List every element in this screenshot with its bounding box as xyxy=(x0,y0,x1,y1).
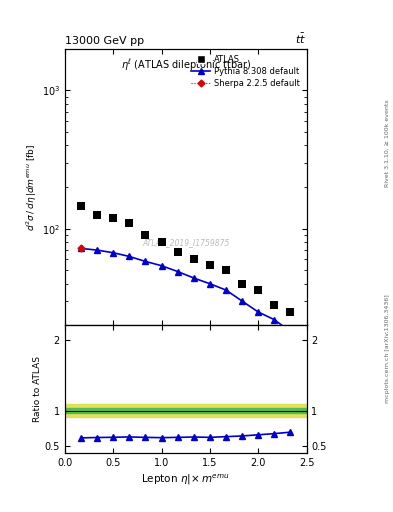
Point xyxy=(239,280,245,288)
Text: $t\bar{t}$: $t\bar{t}$ xyxy=(296,32,307,47)
Text: ATLAS_2019_I1759875: ATLAS_2019_I1759875 xyxy=(142,238,230,247)
Point xyxy=(142,231,149,239)
Point xyxy=(207,261,213,269)
Point xyxy=(191,255,197,264)
Bar xyxy=(65,408,307,413)
Point xyxy=(174,248,181,256)
Point xyxy=(223,266,229,274)
Point xyxy=(271,301,277,309)
Bar xyxy=(65,404,307,417)
Point xyxy=(78,202,84,210)
Text: 13000 GeV pp: 13000 GeV pp xyxy=(65,36,144,47)
Legend: ATLAS, Pythia 8.308 default, Sherpa 2.2.5 default: ATLAS, Pythia 8.308 default, Sherpa 2.2.… xyxy=(189,53,302,91)
Text: $\eta^\ell$ (ATLAS dileptonic ttbar): $\eta^\ell$ (ATLAS dileptonic ttbar) xyxy=(121,57,251,73)
Point xyxy=(110,214,116,222)
Point xyxy=(287,308,294,316)
Point xyxy=(94,211,100,219)
Y-axis label: Ratio to ATLAS: Ratio to ATLAS xyxy=(33,356,42,422)
Y-axis label: $d^2\sigma\,/\,d\eta\,|dm^{emu}$ [fb]: $d^2\sigma\,/\,d\eta\,|dm^{emu}$ [fb] xyxy=(24,143,39,231)
Point xyxy=(158,238,165,246)
Text: Rivet 3.1.10, ≥ 100k events: Rivet 3.1.10, ≥ 100k events xyxy=(385,99,390,187)
Point xyxy=(255,286,261,294)
Point xyxy=(126,219,132,227)
X-axis label: Lepton $\eta|\!\times m^{emu}$: Lepton $\eta|\!\times m^{emu}$ xyxy=(141,472,230,486)
Text: mcplots.cern.ch [arXiv:1306.3436]: mcplots.cern.ch [arXiv:1306.3436] xyxy=(385,294,390,402)
